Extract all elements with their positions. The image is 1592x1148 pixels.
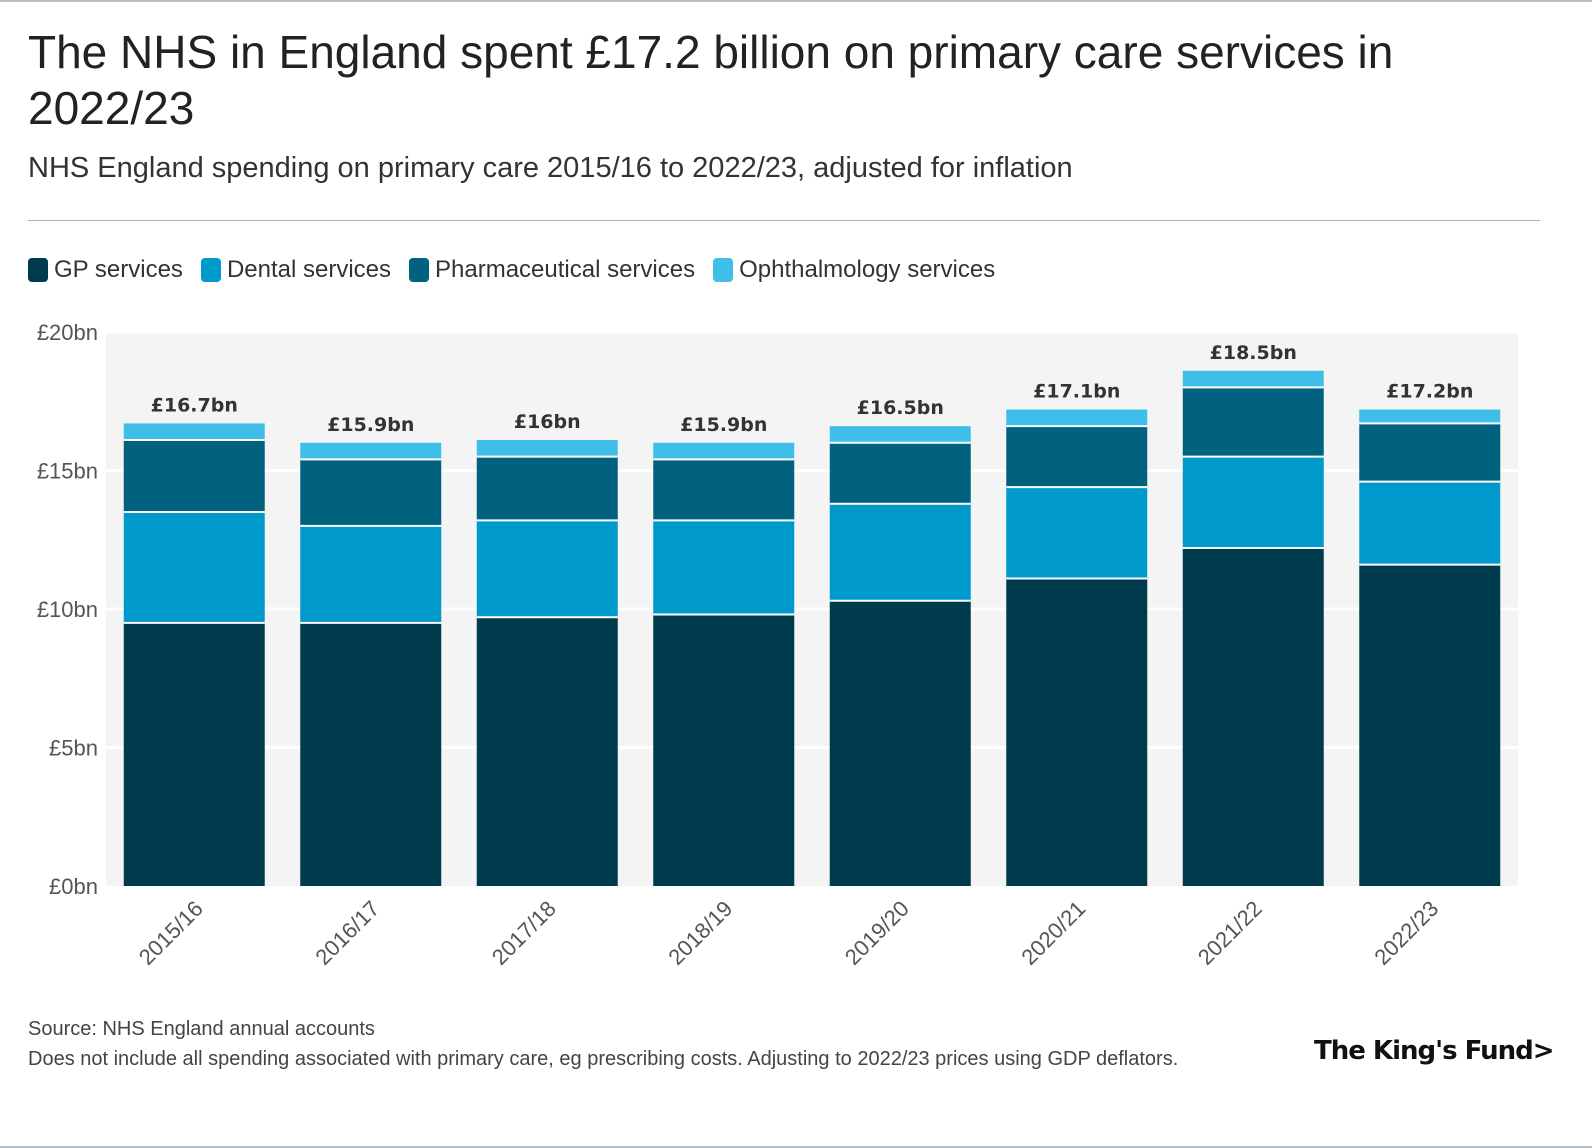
bar-segment-dental <box>476 520 618 618</box>
bar-segment-pharmaceutical <box>300 459 442 526</box>
chart-subtitle: NHS England spending on primary care 201… <box>28 152 1073 184</box>
bar-segment-ophthalmology <box>829 426 971 443</box>
bar-total-label: £17.1bn <box>1033 381 1120 403</box>
y-tick-label: £10bn <box>37 597 98 622</box>
legend-swatch-ophthalmology <box>713 258 734 282</box>
bar-segment-dental <box>1359 481 1501 565</box>
bar-total-label: £15.9bn <box>680 414 767 436</box>
bar-segment-pharmaceutical <box>829 442 971 504</box>
x-tick-label: 2020/21 <box>1016 896 1090 970</box>
header-divider <box>28 220 1540 221</box>
bar-total-label: £15.9bn <box>327 414 414 436</box>
bar-segment-dental <box>123 512 265 623</box>
bar-segment-dental <box>1182 456 1324 549</box>
legend-item-pharmaceutical: Pharmaceutical services <box>409 256 695 284</box>
bar-segment-gp <box>653 614 795 886</box>
bar-segment-dental <box>829 503 971 601</box>
bar-segment-gp <box>300 622 442 886</box>
legend-label-pharmaceutical: Pharmaceutical services <box>435 256 696 283</box>
bar-segment-ophthalmology <box>1359 409 1501 424</box>
legend-item-dental: Dental services <box>200 256 391 284</box>
bar-segment-dental <box>1006 487 1148 579</box>
legend-label-gp: GP services <box>54 256 183 283</box>
x-tick-label: 2015/16 <box>134 896 208 970</box>
y-tick-label: £0bn <box>49 874 98 899</box>
bar-segment-ophthalmology <box>1182 370 1324 388</box>
bar-total-label: £16bn <box>514 411 581 433</box>
x-tick-label: 2022/23 <box>1369 896 1443 970</box>
source-note: Source: NHS England annual accounts <box>28 1018 375 1040</box>
bar-total-label: £16.7bn <box>151 394 238 416</box>
bar-segment-pharmaceutical <box>1359 423 1501 482</box>
bar-segment-gp <box>1359 564 1501 886</box>
legend-swatch-gp <box>28 258 48 282</box>
bar-segment-dental <box>653 520 795 615</box>
y-tick-label: £5bn <box>49 736 98 761</box>
legend-item-gp: GP services <box>28 256 183 284</box>
bottom-rule <box>0 1146 1592 1148</box>
top-rule <box>0 0 1592 2</box>
legend-item-ophthalmology: Ophthalmology services <box>713 256 995 284</box>
bar-segment-pharmaceutical <box>1006 426 1148 488</box>
bar-segment-ophthalmology <box>653 442 795 460</box>
bar-segment-dental <box>300 525 442 623</box>
bar-segment-gp <box>829 600 971 886</box>
bar-total-label: £17.2bn <box>1386 381 1473 403</box>
methodology-note: Does not include all spending associated… <box>28 1048 1179 1070</box>
bar-segment-pharmaceutical <box>653 459 795 521</box>
x-tick-label: 2017/18 <box>487 896 561 970</box>
x-tick-label: 2019/20 <box>840 896 914 970</box>
stacked-bar-chart: £0bn £5bn £10bn £15bn £20bn £16.7bn 2015/16 £15… <box>37 320 1518 970</box>
kings-fund-logo: The King's Fund> <box>1314 1036 1554 1066</box>
footer: Source: NHS England annual accounts Does… <box>28 1014 1278 1074</box>
chart-title: The NHS in England spent £17.2 billion o… <box>28 26 1394 134</box>
legend: GP services Dental services Pharmaceutic… <box>28 254 1013 286</box>
x-tick-label: 2016/17 <box>310 896 384 970</box>
legend-label-ophthalmology: Ophthalmology services <box>739 256 996 283</box>
bar-segment-ophthalmology <box>123 423 265 441</box>
legend-swatch-pharmaceutical <box>409 258 429 282</box>
bar-segment-ophthalmology <box>476 440 618 457</box>
bar-total-label: £18.5bn <box>1210 342 1297 364</box>
y-tick-label: £15bn <box>37 459 98 484</box>
bar-segment-gp <box>123 622 265 886</box>
legend-label-dental: Dental services <box>226 256 391 283</box>
bar-segment-ophthalmology <box>300 442 442 460</box>
x-tick-label: 2021/22 <box>1193 896 1267 970</box>
x-tick-label: 2018/19 <box>663 896 737 970</box>
bar-segment-ophthalmology <box>1006 409 1148 427</box>
legend-swatch-dental <box>200 258 221 282</box>
bar-total-label: £16.5bn <box>857 397 944 419</box>
bar-segment-pharmaceutical <box>123 440 265 513</box>
bar-segment-pharmaceutical <box>476 456 618 521</box>
y-tick-label: £20bn <box>37 320 98 345</box>
bar-segment-gp <box>476 617 618 886</box>
bar-segment-gp <box>1182 548 1324 886</box>
bar-segment-pharmaceutical <box>1182 387 1324 457</box>
bar-segment-gp <box>1006 578 1148 886</box>
